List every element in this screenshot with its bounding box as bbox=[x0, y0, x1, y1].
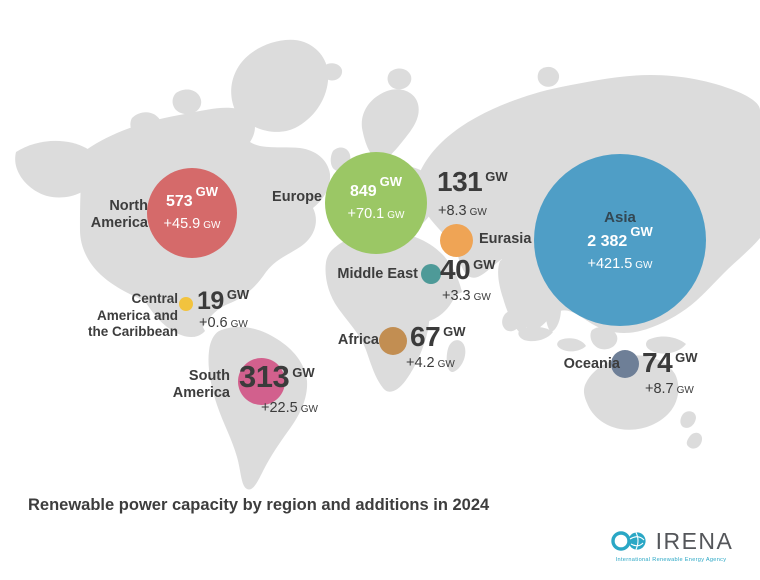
alaska-shape bbox=[15, 140, 98, 198]
irena-globe-infinity-icon bbox=[610, 531, 646, 551]
addition-value: +70.1 GW bbox=[347, 206, 405, 222]
central-america-shape bbox=[144, 293, 205, 338]
malay-peninsula-shape bbox=[545, 297, 561, 332]
irena-logo-tagline: International Renewable Energy Agency bbox=[615, 557, 727, 563]
bubble-africa bbox=[379, 327, 407, 355]
unit-label: GW bbox=[230, 319, 248, 330]
unit-label: GW bbox=[379, 174, 403, 189]
capacity-value: 2 382GW bbox=[587, 223, 653, 250]
irena-logo-text: IRENA bbox=[655, 527, 734, 554]
bubble-central-america bbox=[179, 297, 193, 311]
addition-value-south-america: +22.5 GW bbox=[261, 400, 318, 416]
australia-shape bbox=[583, 355, 679, 430]
scandinavia-shape bbox=[361, 89, 419, 162]
madagascar-shape bbox=[446, 340, 466, 373]
unit-label: GW bbox=[195, 184, 219, 199]
chart-title: Renewable power capacity by region and a… bbox=[28, 496, 490, 514]
south-america-shape bbox=[208, 326, 308, 490]
unit-label: GW bbox=[292, 365, 315, 380]
capacity-value-eurasia: 131 GW bbox=[437, 166, 508, 197]
unit-label: GW bbox=[676, 385, 694, 396]
unit-label: GW bbox=[443, 324, 466, 339]
sumatra-shape bbox=[502, 310, 521, 332]
addition-value: +45.9 GW bbox=[163, 216, 221, 232]
new-zealand-shape bbox=[680, 411, 696, 428]
region-label-eurasia: Eurasia bbox=[479, 231, 532, 247]
java-shape bbox=[518, 326, 553, 342]
iceland-shape bbox=[322, 63, 343, 81]
arctic-island-shape bbox=[208, 135, 235, 158]
region-label-north-america: North America bbox=[90, 198, 148, 231]
unit-label: GW bbox=[203, 220, 221, 231]
addition-value-middle-east: +3.3 GW bbox=[442, 288, 491, 304]
arctic-island-shape bbox=[130, 112, 162, 139]
bubble-oceania bbox=[611, 350, 639, 378]
unit-label: GW bbox=[387, 210, 405, 221]
unit-label: GW bbox=[675, 350, 698, 365]
new-guinea-shape bbox=[646, 336, 686, 354]
capacity-value-africa: 67 GW bbox=[410, 321, 466, 352]
bubble-middle-east bbox=[421, 264, 441, 284]
arctic-island-shape bbox=[537, 66, 560, 87]
unit-label: GW bbox=[437, 359, 455, 370]
addition-value: +421.5 GW bbox=[587, 255, 653, 272]
irena-logo: IRENA International Renewable Energy Age… bbox=[606, 527, 736, 563]
unit-label: GW bbox=[226, 287, 250, 302]
bubble-south-america bbox=[238, 358, 285, 405]
region-label-europe: Europe bbox=[272, 189, 322, 205]
addition-value-oceania: +8.7 GW bbox=[645, 381, 694, 397]
unit-label: GW bbox=[630, 223, 653, 239]
bubble-asia: Asia 2 382GW +421.5 GW bbox=[534, 154, 706, 326]
bubble-north-america: 573GW +45.9 GW bbox=[147, 168, 237, 258]
borneo-shape bbox=[590, 326, 618, 350]
unit-label: GW bbox=[469, 207, 487, 218]
region-label-asia: Asia bbox=[604, 208, 636, 226]
region-label-central-america: Central America and the Caribbean bbox=[87, 291, 178, 339]
addition-value-eurasia: +8.3 GW bbox=[438, 203, 487, 219]
unit-label: GW bbox=[635, 259, 653, 271]
capacity-value-central-america: 19 GW bbox=[197, 287, 250, 315]
unit-label: GW bbox=[473, 257, 496, 272]
unit-label: GW bbox=[485, 169, 508, 184]
indonesia-island-shape bbox=[557, 338, 586, 352]
addition-value-africa: +4.2 GW bbox=[406, 355, 455, 371]
bubble-eurasia bbox=[440, 224, 473, 257]
region-label-middle-east: Middle East bbox=[337, 266, 418, 282]
svalbard-shape bbox=[387, 68, 412, 90]
addition-value-central-america: +0.6 GW bbox=[199, 315, 248, 331]
arctic-island-shape bbox=[172, 89, 202, 115]
capacity-value-middle-east: 40 GW bbox=[440, 254, 496, 285]
bubble-europe: 849GW +70.1 GW bbox=[325, 152, 427, 254]
new-zealand-shape bbox=[686, 432, 703, 449]
region-label-africa: Africa bbox=[337, 332, 379, 348]
unit-label: GW bbox=[473, 292, 491, 303]
capacity-value-south-america: 313 GW bbox=[239, 359, 315, 394]
capacity-value: 849GW bbox=[349, 174, 403, 200]
unit-label: GW bbox=[300, 404, 318, 415]
greenland-shape bbox=[231, 39, 329, 132]
region-label-south-america: South America bbox=[172, 368, 230, 401]
capacity-value: 573GW bbox=[165, 184, 219, 210]
region-label-oceania: Oceania bbox=[563, 356, 620, 372]
capacity-value-oceania: 74 GW bbox=[642, 347, 698, 378]
